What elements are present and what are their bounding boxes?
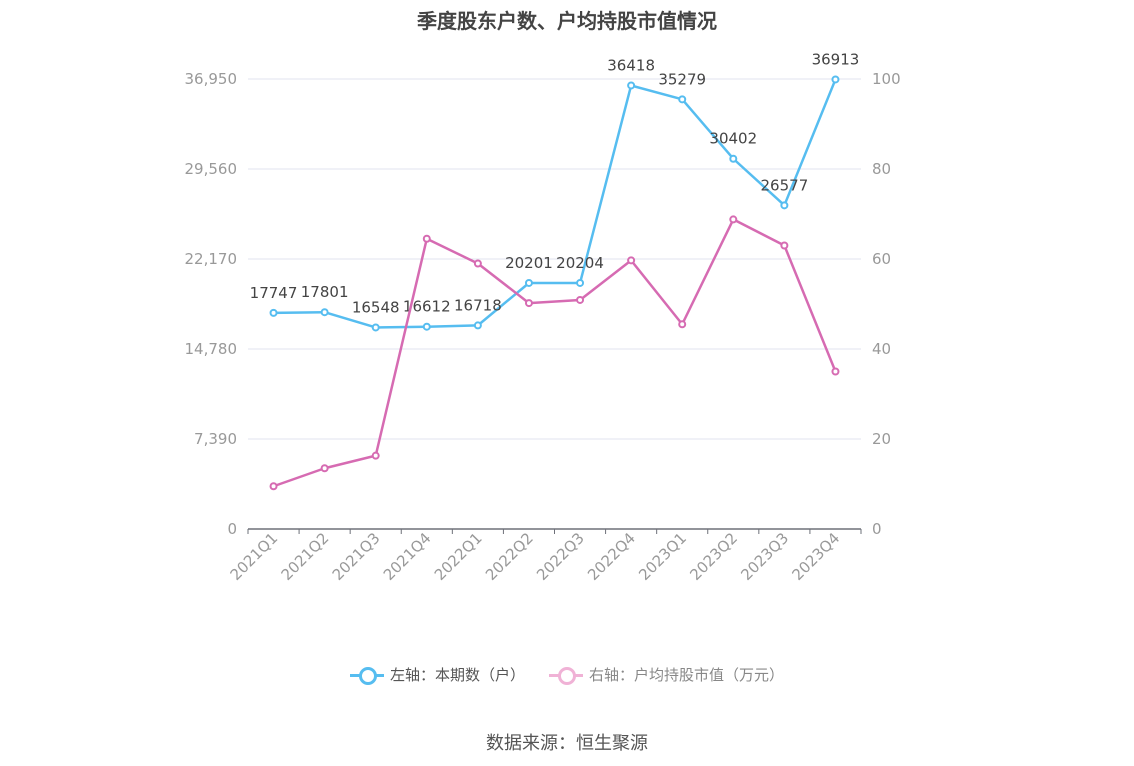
- data-point-1: [678, 95, 687, 104]
- x-tick-label: 2022Q3: [533, 529, 588, 584]
- data-label: 36913: [812, 50, 860, 68]
- data-point-1: [269, 308, 278, 317]
- data-label: 17801: [301, 283, 349, 301]
- data-label: 20201: [505, 254, 553, 272]
- data-point-2: [831, 367, 840, 376]
- data-point-1: [576, 278, 585, 287]
- left-tick-label: 0: [227, 520, 237, 538]
- data-label: 16718: [454, 296, 502, 314]
- data-point-2: [473, 259, 482, 268]
- data-label: 17747: [250, 284, 298, 302]
- legend-swatch-households: [349, 666, 384, 685]
- chart-title: 季度股东户数、户均持股市值情况: [417, 9, 717, 33]
- data-label: 26577: [761, 176, 809, 194]
- data-point-2: [678, 320, 687, 329]
- data-point-1: [320, 308, 329, 317]
- legend-item-households[interactable]: 左轴：本期数（户）: [349, 664, 525, 685]
- right-tick-label: 100: [872, 70, 901, 88]
- x-tick-label: 2023Q4: [788, 529, 843, 584]
- right-tick-label: 20: [872, 430, 891, 448]
- right-tick-label: 60: [872, 250, 891, 268]
- x-tick-label: 2023Q2: [686, 529, 741, 584]
- data-point-1: [524, 278, 533, 287]
- data-point-2: [320, 464, 329, 473]
- left-tick-label: 14,780: [185, 340, 238, 358]
- right-tick-label: 80: [872, 160, 891, 178]
- data-point-1: [780, 201, 789, 210]
- data-label: 30402: [709, 130, 757, 148]
- left-tick-label: 22,170: [185, 250, 238, 268]
- data-point-1: [729, 154, 738, 163]
- data-point-1: [831, 75, 840, 84]
- data-point-2: [422, 234, 431, 243]
- data-point-1: [473, 321, 482, 330]
- data-point-2: [627, 256, 636, 265]
- data-label: 16612: [403, 298, 451, 316]
- x-tick-label: 2022Q1: [431, 529, 486, 584]
- data-label: 16548: [352, 298, 400, 316]
- data-point-1: [627, 81, 636, 90]
- data-point-1: [422, 322, 431, 331]
- left-tick-label: 36,950: [185, 70, 238, 88]
- x-tick-label: 2023Q3: [737, 529, 792, 584]
- legend-label-households: 左轴：本期数（户）: [389, 666, 525, 684]
- x-tick-label: 2021Q2: [278, 529, 333, 584]
- legend-label-avg-value: 右轴：户均持股市值（万元）: [589, 666, 785, 684]
- x-tick-label: 2021Q4: [380, 529, 435, 584]
- data-point-2: [576, 295, 585, 304]
- left-tick-label: 7,390: [194, 430, 237, 448]
- legend-item-avg-value[interactable]: 右轴：户均持股市值（万元）: [549, 664, 784, 685]
- series-line-1: [273, 78, 837, 329]
- data-label: 36418: [607, 56, 655, 74]
- x-tick-label: 2022Q2: [482, 529, 537, 584]
- data-point-2: [524, 299, 533, 308]
- data-point-1: [371, 323, 380, 332]
- x-tick-label: 2023Q1: [635, 529, 690, 584]
- data-point-2: [371, 451, 380, 460]
- x-tick-label: 2022Q4: [584, 529, 639, 584]
- chart-legend: 左轴：本期数（户） 右轴：户均持股市值（万元）: [0, 664, 1134, 685]
- x-tick-label: 2021Q3: [329, 529, 384, 584]
- data-source: 数据来源：恒生聚源: [486, 733, 648, 754]
- data-point-2: [269, 482, 278, 491]
- data-label: 20204: [556, 254, 604, 272]
- left-tick-label: 29,560: [185, 160, 238, 178]
- data-label: 35279: [658, 70, 706, 88]
- data-point-2: [729, 215, 738, 224]
- series-line-2: [273, 218, 837, 488]
- right-tick-label: 40: [872, 340, 891, 358]
- data-point-2: [780, 241, 789, 250]
- legend-swatch-avg-value: [549, 666, 583, 685]
- right-tick-label: 0: [872, 520, 882, 538]
